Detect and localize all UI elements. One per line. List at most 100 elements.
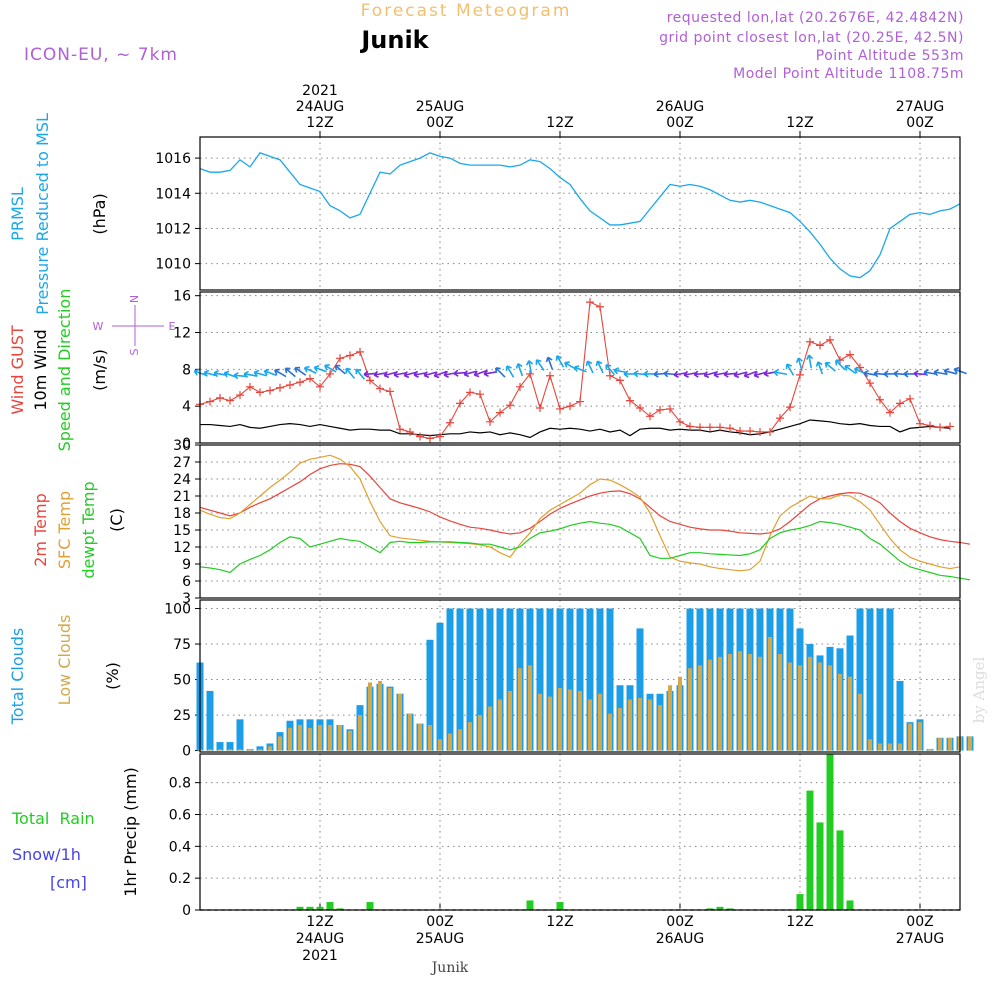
- wind-arrow: [483, 369, 498, 378]
- bottom-time-label: 12Z: [546, 914, 573, 930]
- panel-frame: [199, 753, 961, 911]
- low-cloud-bar: [238, 749, 242, 751]
- low-cloud-bar: [548, 696, 552, 751]
- gust-marker: [416, 432, 424, 441]
- low-cloud-bar: [658, 705, 662, 751]
- wind-arrow: [383, 371, 397, 379]
- bottom-time-label: 2021: [302, 948, 338, 964]
- bottom-time-label: 00Z: [666, 914, 693, 930]
- low-cloud-bar: [308, 727, 312, 751]
- y-tick-label: 8: [182, 362, 191, 378]
- total-cloud-bar: [576, 608, 584, 751]
- pressure-label-msl: Pressure Reduced to MSL: [33, 113, 52, 315]
- y-tick-label: 6: [182, 574, 191, 590]
- rain-bar: [326, 902, 334, 910]
- wind-arrow: [844, 364, 857, 375]
- low-cloud-bar: [748, 653, 752, 751]
- total-cloud-bar: [236, 719, 244, 751]
- sfctemp-line: [199, 454, 961, 572]
- low-cloud-bar: [668, 685, 672, 751]
- total-cloud-bar: [496, 608, 504, 751]
- wind-arrow: [274, 368, 287, 378]
- low-cloud-bar: [448, 733, 452, 751]
- gust-marker: [656, 405, 664, 414]
- rain-bar: [826, 754, 834, 910]
- model-label: ICON-EU, ~ 7km: [24, 45, 178, 65]
- gust-marker: [906, 394, 914, 403]
- gust-marker: [536, 404, 544, 413]
- y-tick-label: 1010: [155, 257, 191, 273]
- y-tick-label: 1016: [155, 151, 191, 167]
- gust-marker: [276, 383, 284, 392]
- wind-arrow: [203, 369, 217, 377]
- top-time-label: 25AUG: [416, 99, 465, 115]
- panel-frame: [199, 444, 961, 599]
- wind-arrow: [334, 364, 346, 375]
- top-time-label: 00Z: [666, 115, 693, 131]
- total-cloud-bar: [486, 608, 494, 751]
- low-cloud-bar: [488, 706, 492, 751]
- low-cloud-bar: [638, 698, 642, 751]
- low-cloud-bar: [758, 656, 762, 751]
- low-cloud-bar: [538, 693, 542, 751]
- wind-arrow: [324, 364, 337, 373]
- wind-arrow: [795, 357, 803, 371]
- low-cloud-bar: [628, 699, 632, 751]
- location-title: Junik: [359, 26, 429, 54]
- gust-marker: [706, 423, 714, 432]
- gust-marker: [726, 424, 734, 433]
- low-cloud-bar: [928, 749, 932, 751]
- total-cloud-bar: [256, 746, 264, 751]
- gust-marker: [446, 418, 454, 427]
- bottom-time-label: 12Z: [306, 914, 333, 930]
- top-time-label: 27AUG: [896, 99, 945, 115]
- gust-marker: [846, 350, 854, 359]
- low-cloud-bar: [848, 676, 852, 751]
- wind-arrow: [345, 367, 356, 379]
- compass-s: S: [128, 348, 141, 355]
- top-time-label: 00Z: [906, 115, 933, 131]
- gust-marker: [296, 378, 304, 387]
- gust-marker: [746, 427, 754, 436]
- gust-marker: [336, 354, 344, 363]
- gust-marker: [546, 371, 554, 380]
- compass-n: N: [128, 295, 141, 303]
- low-cloud-bar: [698, 665, 702, 751]
- low-cloud-bar: [558, 688, 562, 751]
- low-cloud-bar: [348, 730, 352, 751]
- y-tick-label: 0.2: [169, 871, 191, 887]
- total-cloud-bar: [886, 608, 894, 751]
- header: Forecast Meteogram Junik ICON-EU, ~ 7km …: [24, 1, 964, 82]
- gust-marker: [456, 399, 464, 408]
- total-cloud-bar: [636, 628, 644, 751]
- low-cloud-bar: [268, 746, 272, 751]
- gust-marker: [936, 423, 944, 432]
- low-cloud-bar: [588, 699, 592, 751]
- low-cloud-bar: [568, 689, 572, 751]
- top-time-label: 24AUG: [296, 99, 345, 115]
- compass-w: W: [93, 320, 104, 333]
- gust-marker: [666, 404, 674, 413]
- y-tick-label: 1012: [155, 221, 191, 237]
- gust-marker: [776, 414, 784, 423]
- gust-marker: [376, 384, 384, 393]
- gust-marker: [716, 423, 724, 432]
- low-cloud-bar: [478, 715, 482, 751]
- pressure-line: [199, 152, 961, 279]
- gust-marker: [736, 427, 744, 436]
- total-cloud-bar: [216, 742, 224, 751]
- low-cloud-bar: [618, 707, 622, 751]
- y-tick-label: 0: [182, 436, 191, 452]
- wind-arrow: [595, 360, 604, 374]
- gust-marker: [316, 382, 324, 391]
- gust-marker: [606, 371, 614, 380]
- low-cloud-bar: [518, 668, 522, 751]
- bottom-time-label: 26AUG: [656, 931, 705, 947]
- y-tick-label: 50: [173, 673, 191, 689]
- y-tick-label: 75: [173, 637, 191, 653]
- low-cloud-bar: [438, 739, 442, 751]
- rain-bar: [366, 902, 374, 910]
- rain-bar: [556, 902, 564, 910]
